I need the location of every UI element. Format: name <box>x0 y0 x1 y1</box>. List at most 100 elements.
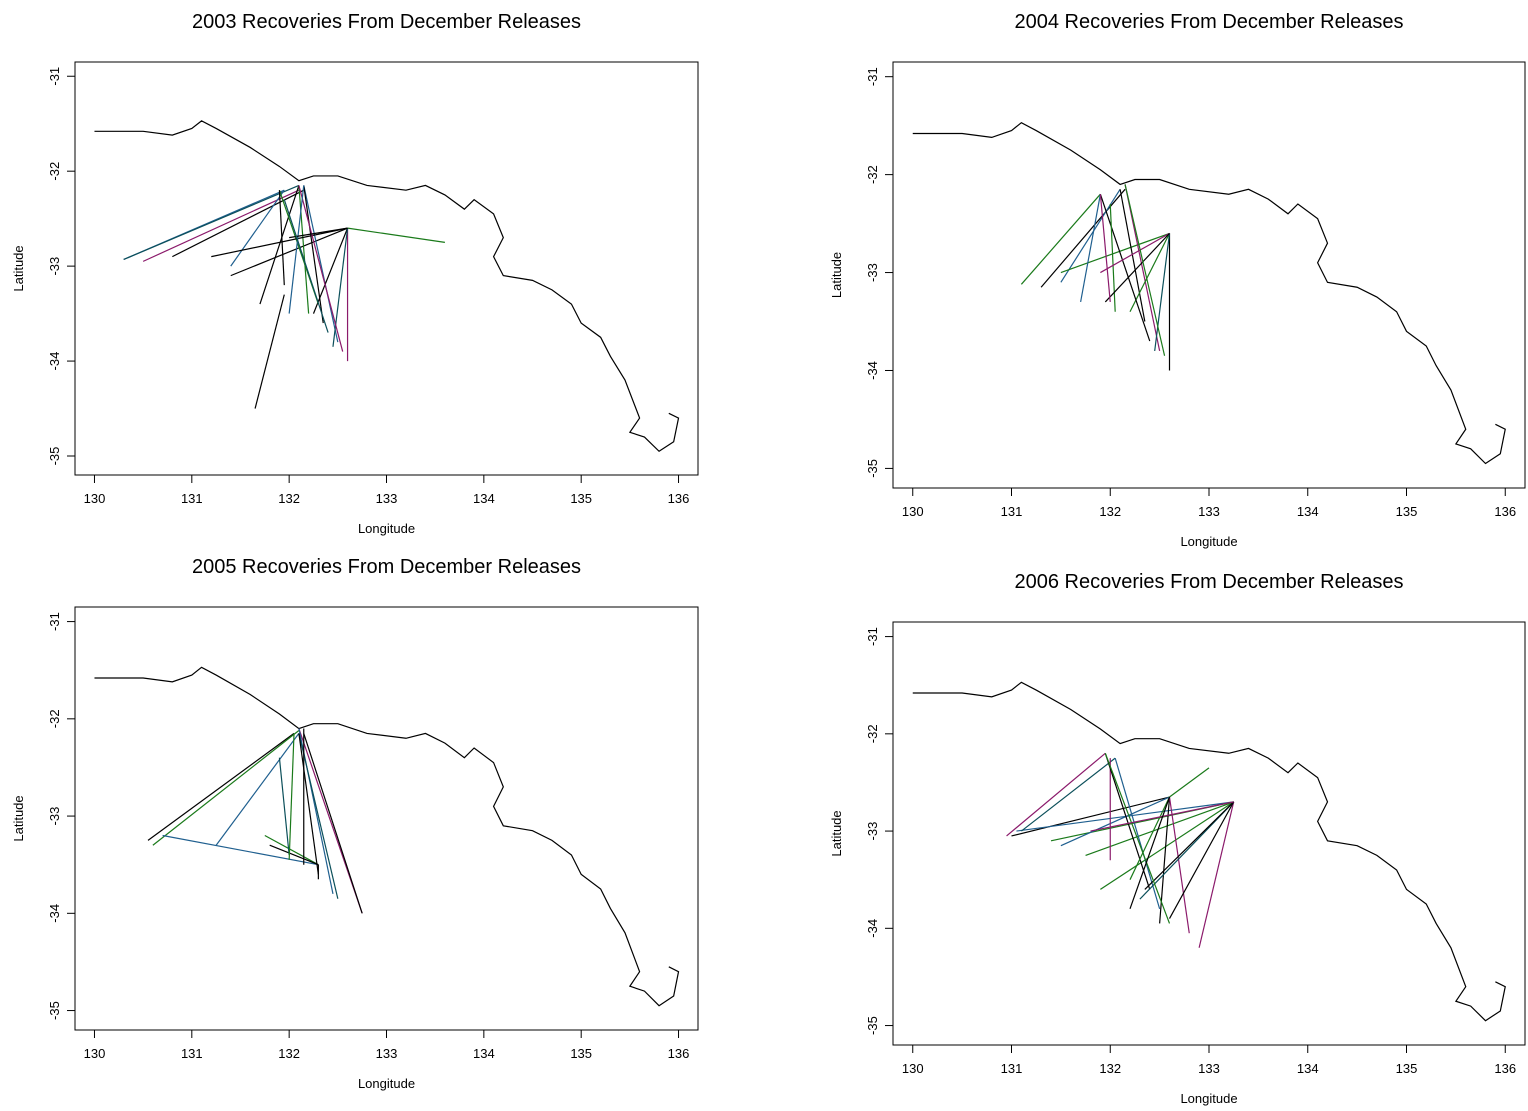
x-tick-label: 133 <box>1198 1061 1220 1076</box>
y-tick-label: -34 <box>865 919 880 938</box>
panel: 2004 Recoveries From December Releases Lo… <box>829 11 1526 549</box>
track <box>269 844 319 866</box>
x-tick-label: 130 <box>902 504 924 519</box>
track <box>1114 757 1161 910</box>
track <box>1060 232 1170 274</box>
y-tick-label: -31 <box>865 67 880 86</box>
x-tick-label: 132 <box>278 1046 300 1061</box>
track <box>1006 752 1106 837</box>
x-tick-label: 135 <box>570 491 592 506</box>
coastline <box>912 681 1506 1022</box>
x-tick-label: 136 <box>668 1046 690 1061</box>
x-axis-label: Longitude <box>1180 1091 1237 1106</box>
track <box>1109 203 1116 312</box>
track <box>254 294 285 409</box>
y-tick-label: -35 <box>47 1001 62 1020</box>
x-tick-label: 130 <box>902 1061 924 1076</box>
track <box>1119 189 1146 322</box>
x-tick-label: 131 <box>181 491 203 506</box>
plot-frame <box>74 606 699 1031</box>
track <box>1124 184 1161 352</box>
y-tick-label: -32 <box>47 709 62 728</box>
plot-frame <box>892 61 1526 489</box>
x-tick-label: 136 <box>1494 1061 1516 1076</box>
track <box>278 757 290 856</box>
track <box>283 199 329 333</box>
x-tick-label: 134 <box>1297 1061 1319 1076</box>
track <box>123 184 300 261</box>
y-axis-label: Latitude <box>829 810 844 856</box>
track <box>1104 753 1171 924</box>
x-tick-label: 131 <box>1001 1061 1023 1076</box>
track <box>303 733 363 914</box>
track <box>1169 767 1210 798</box>
y-tick-label: -32 <box>47 162 62 181</box>
track <box>1104 232 1170 303</box>
track <box>289 227 348 239</box>
x-tick-label: 134 <box>1297 504 1319 519</box>
chart-title: 2004 Recoveries From December Releases <box>1014 11 1403 33</box>
x-tick-label: 130 <box>84 491 106 506</box>
x-axis-label: Longitude <box>358 521 415 536</box>
x-tick-label: 133 <box>1198 504 1220 519</box>
track <box>1129 233 1171 312</box>
x-tick-label: 132 <box>278 491 300 506</box>
track <box>1100 801 1235 890</box>
y-tick-label: -32 <box>865 165 880 184</box>
track <box>162 834 319 866</box>
y-tick-label: -33 <box>47 257 62 276</box>
track <box>1080 194 1101 303</box>
x-tick-label: 130 <box>84 1046 106 1061</box>
track <box>298 733 339 899</box>
track <box>1168 796 1190 934</box>
track <box>1104 753 1151 890</box>
y-tick-label: -33 <box>865 263 880 282</box>
track <box>288 733 295 860</box>
track <box>298 185 310 314</box>
y-axis-label: Latitude <box>829 252 844 298</box>
track <box>1100 232 1170 274</box>
coastline <box>912 122 1506 465</box>
track <box>264 834 319 866</box>
y-tick-label: -31 <box>47 612 62 631</box>
track <box>1011 796 1170 837</box>
y-tick-label: -35 <box>865 1016 880 1035</box>
track <box>312 227 349 314</box>
x-tick-label: 131 <box>181 1046 203 1061</box>
y-tick-label: -31 <box>47 67 62 86</box>
plot-frame <box>892 621 1526 1046</box>
track <box>288 185 305 314</box>
y-tick-label: -32 <box>865 724 880 743</box>
track <box>1129 796 1171 910</box>
track <box>332 228 349 347</box>
chart-title: 2005 Recoveries From December Releases <box>192 556 581 578</box>
chart-title: 2006 Recoveries From December Releases <box>1014 571 1403 593</box>
coastline <box>94 120 680 453</box>
track <box>1099 194 1151 342</box>
track <box>215 733 300 846</box>
track <box>142 189 300 262</box>
track <box>259 185 300 305</box>
y-tick-label: -34 <box>865 361 880 380</box>
y-axis-label: Latitude <box>11 795 26 841</box>
track <box>147 732 295 841</box>
y-tick-label: -34 <box>47 352 62 371</box>
y-axis-label: Latitude <box>11 245 26 291</box>
panel: 2006 Recoveries From December Releases Lo… <box>829 571 1526 1106</box>
track <box>303 185 324 324</box>
track <box>1198 801 1235 948</box>
x-tick-label: 133 <box>376 1046 398 1061</box>
track <box>1040 188 1126 288</box>
panel: 2003 Recoveries From December Releases Lo… <box>11 11 699 536</box>
track <box>230 227 348 277</box>
track <box>347 227 445 243</box>
track <box>152 730 300 846</box>
x-tick-label: 132 <box>1099 1061 1121 1076</box>
y-tick-label: -31 <box>865 627 880 646</box>
plot-frame <box>74 61 699 476</box>
y-tick-label: -33 <box>47 807 62 826</box>
track <box>278 190 285 286</box>
chart-title: 2003 Recoveries From December Releases <box>192 11 581 33</box>
